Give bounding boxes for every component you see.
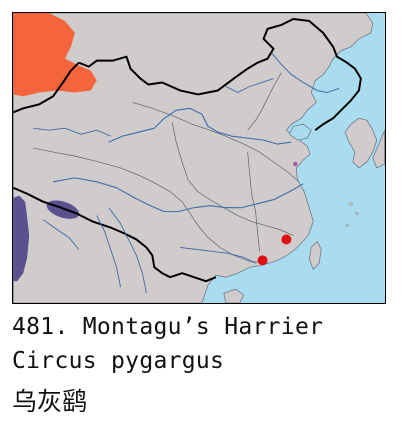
river-west [33,127,111,137]
river-southwest-2 [96,215,121,288]
distribution-map [12,12,386,304]
internal-border [33,147,268,264]
river-west-south [42,219,80,250]
country-border [78,17,362,131]
chinese-name: 乌灰鹞 [12,387,88,416]
japan-islands [372,130,385,169]
river-pearl [180,246,256,264]
island-dot [355,211,359,216]
western-border [13,61,80,114]
island-dot [345,224,349,227]
taiwan-island [308,240,322,270]
scientific-name: Circus pygargus [12,348,225,374]
river-north [271,52,340,93]
bohai-sea [288,123,312,141]
internal-border [132,102,300,183]
record-point-guangdong [257,255,268,266]
wintering-range-area-west [13,195,30,282]
southwestern-border [13,186,217,283]
hainan-island [223,288,245,303]
river-southwest [108,207,147,294]
internal-border [247,152,260,252]
common-name: Montagu’s Harrier [82,314,324,340]
internal-border [171,122,294,236]
island-dot [349,201,353,206]
river-north-2 [225,78,274,93]
record-point-fujian [281,234,292,245]
small-marker [293,161,298,167]
river-yangtze [52,177,304,213]
internal-border [247,72,282,131]
korean-peninsula [344,117,378,169]
river-yellow [108,107,292,145]
species-title: 481. Montagu’s Harrier [12,314,323,340]
entry-number: 481. [12,314,69,340]
map-svg [13,13,385,303]
breeding-range-area [13,13,97,97]
